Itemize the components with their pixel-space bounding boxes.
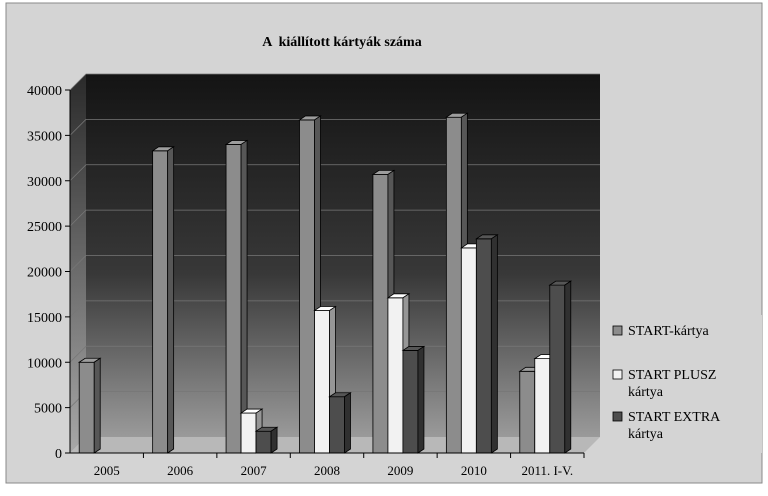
legend-swatch: [612, 411, 623, 422]
x-tick-label: 2005: [94, 463, 120, 478]
bar-front: [460, 247, 477, 454]
gridline: [69, 345, 600, 363]
y-tick-label: 15000: [27, 311, 62, 326]
gridline: [69, 118, 600, 136]
bar: [151, 146, 175, 454]
bar-side: [240, 139, 248, 454]
y-tick-label: 25000: [27, 220, 62, 235]
gridline: [69, 300, 600, 318]
bar-front: [329, 396, 345, 454]
bar-side: [490, 234, 498, 454]
bar: [401, 345, 426, 454]
x-tick-label: 2008: [314, 463, 340, 478]
legend-label: START PLUSZ kártya: [628, 368, 716, 400]
y-tick-label: 0: [55, 447, 62, 462]
legend-box: [608, 315, 762, 453]
y-tick-label: 5000: [34, 402, 62, 417]
bar-front: [225, 144, 242, 454]
bar: [328, 391, 352, 454]
legend-label: START-kártya: [628, 324, 710, 339]
bar-front: [299, 119, 315, 454]
x-tick-label: 2007: [241, 463, 268, 478]
bar-front: [152, 150, 169, 454]
x-tick-label: 2006: [167, 463, 194, 478]
legend-label: START EXTRA kártya: [628, 410, 721, 442]
x-tick-label: 2010: [461, 463, 487, 478]
bar-front: [372, 173, 389, 454]
bar-front: [78, 361, 95, 454]
bar-side: [344, 391, 351, 454]
x-tick-label: 2011. I-V.: [521, 463, 573, 478]
bar-front: [240, 412, 257, 454]
bar: [475, 234, 499, 454]
bar: [77, 357, 102, 454]
bar-side: [564, 280, 572, 454]
bar-front: [402, 350, 419, 454]
bar-front: [445, 116, 462, 454]
gridline: [69, 73, 600, 91]
gridline: [69, 164, 600, 182]
bar-side: [270, 426, 278, 454]
legend-swatch: [612, 369, 623, 380]
gridline: [69, 209, 600, 227]
y-tick-label: 20000: [27, 266, 62, 281]
legend-swatch: [612, 325, 623, 336]
bar-front: [519, 370, 536, 454]
bar-front: [549, 284, 566, 454]
bar-front: [475, 238, 492, 454]
y-tick-label: 10000: [27, 356, 62, 371]
y-tick-label: 35000: [27, 129, 62, 144]
bar-side: [417, 345, 425, 454]
bar-front: [534, 358, 551, 454]
bar: [548, 280, 573, 454]
y-tick-label: 30000: [27, 175, 62, 190]
legend-item: START PLUSZ kártya: [612, 368, 716, 400]
bar-side: [93, 357, 101, 454]
bar: [224, 139, 249, 454]
bar-front: [255, 430, 272, 454]
chart-title: A kiállított kártyák száma: [262, 35, 421, 50]
legend-item: START-kártya: [612, 324, 710, 339]
bar-front: [387, 297, 404, 454]
y-tick-label: 40000: [27, 84, 62, 99]
legend-item: START EXTRA kártya: [612, 410, 721, 442]
bar-front: [314, 310, 330, 454]
x-tick-label: 2009: [387, 463, 413, 478]
gridline: [69, 255, 600, 272]
bar-side: [167, 146, 175, 454]
bar: [254, 426, 279, 454]
